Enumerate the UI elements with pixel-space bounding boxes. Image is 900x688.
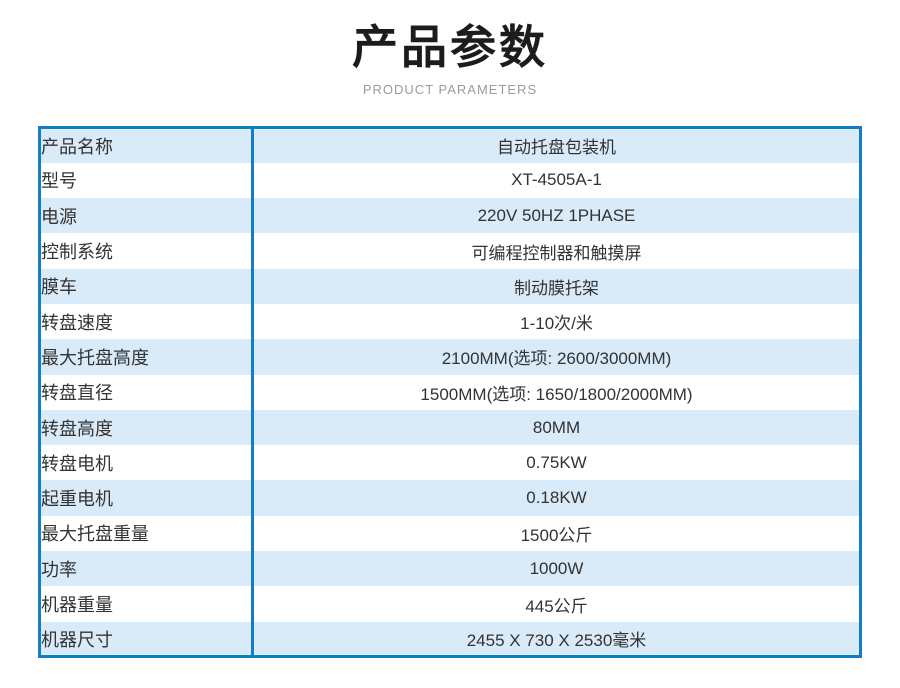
table-row: 起重电机 0.18KW [39,480,861,516]
param-label: 转盘高度 [39,409,254,446]
table-row: 控制系统 可编程控制器和触摸屏 [39,233,861,269]
page-title: 产品参数 [352,21,548,73]
param-value: 可编程控制器和触摸屏 [471,243,642,263]
param-label: 最大托盘重量 [39,515,254,552]
table-row: 型号 XT-4505A-1 [39,162,861,199]
param-label: 机器尺寸 [39,621,254,657]
table-row: 转盘电机 0.75KW [39,445,861,481]
param-label: 产品名称 [39,127,254,163]
param-label: 机器重量 [39,586,254,622]
param-value: 445公斤 [525,596,588,616]
table-row: 最大托盘高度 2100MM(选项: 2600/3000MM) [39,339,861,375]
page-subtitle: PRODUCT PARAMETERS [362,82,538,97]
param-label: 转盘直径 [39,374,254,410]
param-value: 0.18KW [526,488,587,508]
param-label: 膜车 [39,268,254,304]
param-label: 转盘速度 [39,303,254,340]
table-row: 膜车 制动膜托架 [39,268,861,304]
param-value: 2100MM(选项: 2600/3000MM) [441,349,672,369]
product-parameters-table: 产品名称 自动托盘包装机 型号 XT-4505A-1 电源 220V 50HZ … [38,126,862,659]
table-row: 转盘高度 80MM [39,409,861,446]
param-value: 80MM [532,417,581,437]
table-row: 最大托盘重量 1500公斤 [39,515,861,552]
product-parameters-section: 产品名称 自动托盘包装机 型号 XT-4505A-1 电源 220V 50HZ … [38,126,862,659]
param-label: 电源 [39,198,254,234]
param-value: 1-10次/米 [520,314,593,334]
table-row: 电源 220V 50HZ 1PHASE [39,198,861,234]
table-row: 转盘直径 1500MM(选项: 1650/1800/2000MM) [39,374,861,410]
param-value: 2455 X 730 X 2530毫米 [466,631,647,651]
param-value: 1500MM(选项: 1650/1800/2000MM) [420,384,693,404]
table-row: 机器尺寸 2455 X 730 X 2530毫米 [39,621,861,657]
table-row: 产品名称 自动托盘包装机 [39,127,861,163]
param-label: 转盘电机 [39,445,254,481]
table-row: 功率 1000W [39,551,861,587]
table-body: 产品名称 自动托盘包装机 型号 XT-4505A-1 电源 220V 50HZ … [39,127,861,657]
table-row: 转盘速度 1-10次/米 [39,303,861,340]
param-value: 自动托盘包装机 [497,138,616,158]
param-value: XT-4505A-1 [511,170,602,190]
param-value: 220V 50HZ 1PHASE [477,205,636,225]
page-header: 产品参数 PRODUCT PARAMETERS [0,0,900,97]
param-value: 1000W [529,558,584,578]
param-label: 控制系统 [39,233,254,269]
param-label: 起重电机 [39,480,254,516]
table-row: 机器重量 445公斤 [39,586,861,622]
param-value: 0.75KW [526,452,587,472]
param-value: 1500公斤 [520,525,593,545]
param-label: 功率 [39,551,254,587]
param-label: 型号 [39,162,254,199]
param-label: 最大托盘高度 [39,339,254,375]
param-value: 制动膜托架 [514,278,599,298]
